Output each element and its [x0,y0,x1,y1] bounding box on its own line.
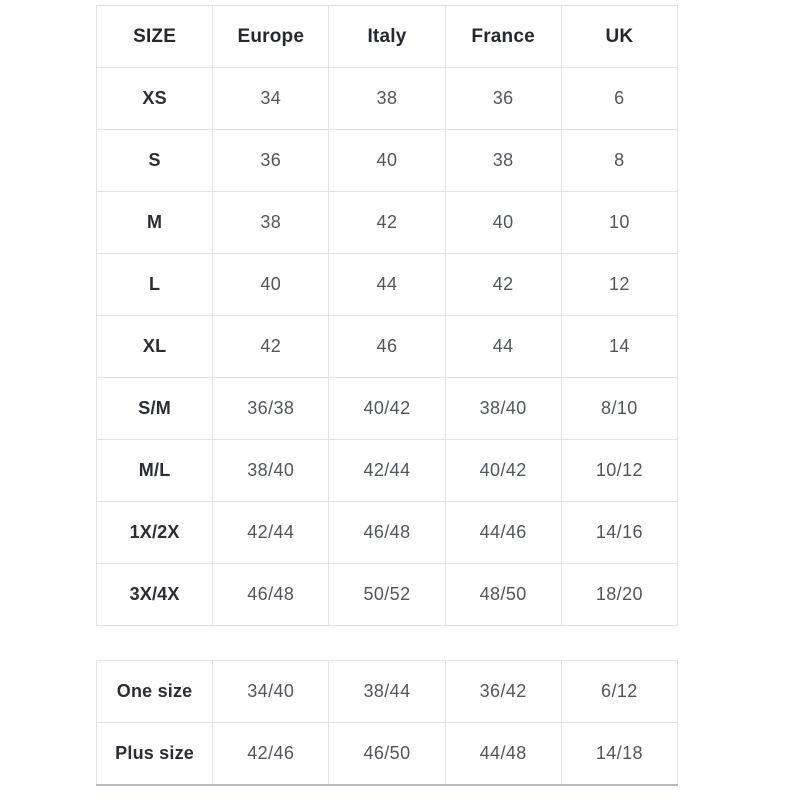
size-value-cell: 44 [444,315,562,378]
size-value-cell: 42/44 [212,501,330,564]
size-label-cell: M/L [95,439,214,502]
size-value-cell: 42 [328,191,446,254]
size-value-cell: 12 [560,253,679,316]
table-row: M/L 38/40 42/44 40/42 10/12 [95,439,679,502]
size-value-cell: 14/16 [560,501,679,564]
size-label-cell: XS [95,67,214,130]
size-value-cell: 44 [328,253,446,316]
size-value-cell: 14/18 [560,722,679,786]
column-header-europe: Europe [212,5,330,68]
size-value-cell: 40 [212,253,330,316]
size-label-cell: 3X/4X [95,563,214,626]
size-value-cell: 34 [212,67,330,130]
table-row: 3X/4X 46/48 50/52 48/50 18/20 [95,563,679,626]
one-size-table-body: One size 34/40 38/44 36/42 6/12 Plus size 42/4… [95,660,679,786]
column-header-size: SIZE [95,5,214,68]
size-value-cell: 40/42 [444,439,562,502]
size-value-cell: 18/20 [560,563,679,626]
table-row: XL 42 46 44 14 [95,315,679,378]
size-table-header: SIZE Europe Italy France UK [95,5,679,68]
size-value-cell: 36 [212,129,330,192]
size-label-cell: S [95,129,214,192]
size-value-cell: 8/10 [560,377,679,440]
size-value-cell: 10 [560,191,679,254]
table-row: M 38 42 40 10 [95,191,679,254]
size-value-cell: 46/48 [328,501,446,564]
size-label-cell: M [95,191,214,254]
size-value-cell: 10/12 [560,439,679,502]
one-size-plus-size-table: One size 34/40 38/44 36/42 6/12 Plus size 42/4… [95,660,679,786]
size-label-cell: Plus size [95,722,214,786]
size-value-cell: 46/50 [328,722,446,786]
size-label-cell: S/M [95,377,214,440]
size-value-cell: 8 [560,129,679,192]
size-value-cell: 40 [444,191,562,254]
size-label-cell: 1X/2X [95,501,214,564]
size-value-cell: 48/50 [444,563,562,626]
table-row: L 40 44 42 12 [95,253,679,316]
size-conversion-table: SIZE Europe Italy France UK XS 34 38 36 6 S 36 40 38… [95,5,679,626]
size-label-cell: L [95,253,214,316]
size-value-cell: 6/12 [560,660,679,723]
size-value-cell: 44/48 [444,722,562,786]
size-value-cell: 36 [444,67,562,130]
table-row: S 36 40 38 8 [95,129,679,192]
column-header-france: France [444,5,562,68]
size-value-cell: 42 [444,253,562,316]
size-value-cell: 42/46 [212,722,330,786]
size-value-cell: 38/40 [212,439,330,502]
size-value-cell: 50/52 [328,563,446,626]
size-label-cell: XL [95,315,214,378]
size-value-cell: 38/44 [328,660,446,723]
size-value-cell: 34/40 [212,660,330,723]
table-row: XS 34 38 36 6 [95,67,679,130]
table-row: S/M 36/38 40/42 38/40 8/10 [95,377,679,440]
size-value-cell: 46 [328,315,446,378]
size-value-cell: 44/46 [444,501,562,564]
size-value-cell: 42 [212,315,330,378]
table-row: Plus size 42/46 46/50 44/48 14/18 [95,722,679,786]
column-header-italy: Italy [328,5,446,68]
size-value-cell: 6 [560,67,679,130]
size-value-cell: 46/48 [212,563,330,626]
size-label-cell: One size [95,660,214,723]
size-value-cell: 40/42 [328,377,446,440]
size-value-cell: 42/44 [328,439,446,502]
size-value-cell: 14 [560,315,679,378]
table-row: One size 34/40 38/44 36/42 6/12 [95,660,679,723]
header-row: SIZE Europe Italy France UK [95,5,679,68]
size-value-cell: 36/38 [212,377,330,440]
size-value-cell: 36/42 [444,660,562,723]
size-value-cell: 38 [328,67,446,130]
size-table-body: XS 34 38 36 6 S 36 40 38 8 M 38 42 40 10 L 40 44 42 12 XL 42 4… [95,67,679,626]
size-value-cell: 40 [328,129,446,192]
column-header-uk: UK [560,5,679,68]
size-value-cell: 38/40 [444,377,562,440]
size-value-cell: 38 [212,191,330,254]
table-row: 1X/2X 42/44 46/48 44/46 14/16 [95,501,679,564]
size-value-cell: 38 [444,129,562,192]
